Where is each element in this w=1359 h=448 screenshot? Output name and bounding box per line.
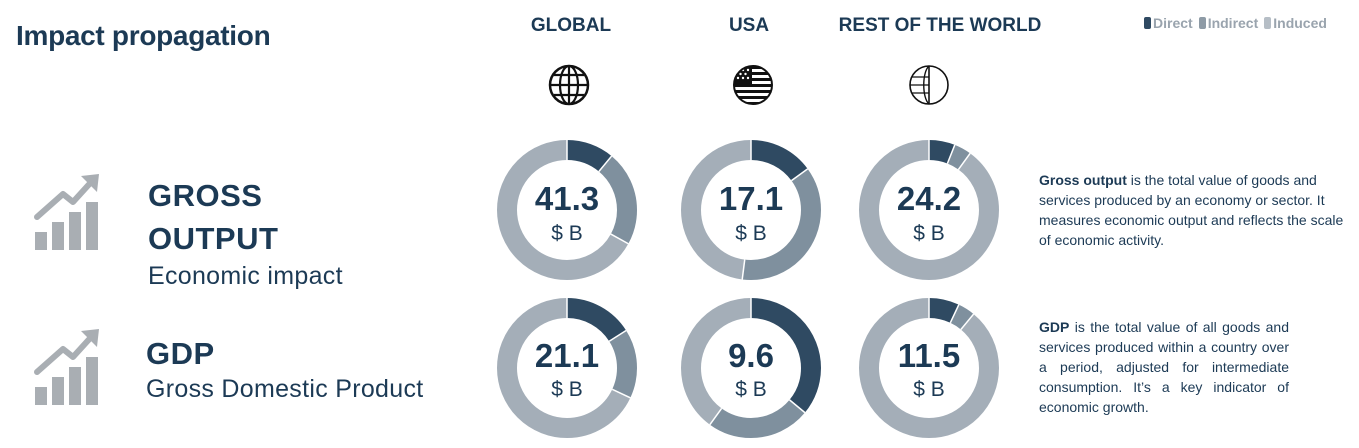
- donut-segment-indirect: [497, 298, 637, 438]
- donut-value-gdp-usa: 9.6: [728, 337, 774, 374]
- gross-output-description-term: Gross output: [1039, 172, 1127, 188]
- donut-separator: [789, 399, 806, 414]
- gross-output-subtitle: Economic impact: [148, 262, 343, 290]
- gdp-description: GDP is the total value of all goods and …: [1039, 317, 1289, 417]
- us-flag-icon: [733, 65, 773, 105]
- column-header-rest-of-world: REST OF THE WORLD: [838, 15, 1042, 36]
- donut-value-gdp-rest-of-world: 11.5: [897, 337, 961, 374]
- donut-value-gross-output-usa: 17.1: [718, 180, 784, 217]
- donut-unit-gross-output-rest-of-world: $ B: [913, 222, 945, 245]
- gross-output-title-line2: OUTPUT: [148, 221, 279, 256]
- donut-unit-gdp-global: $ B: [551, 378, 583, 401]
- donut-gdp-rest-of-world: [859, 298, 999, 438]
- donut-gdp-usa: [681, 298, 821, 438]
- gdp-description-text: is the total value of all goods and serv…: [1039, 319, 1289, 415]
- growth-chart-icon: [34, 329, 99, 405]
- donut-value-gdp-global: 21.1: [534, 337, 600, 374]
- world-half-icon: [909, 65, 949, 105]
- donut-value-gross-output-rest-of-world: 24.2: [896, 180, 962, 217]
- legend-item-direct: Direct: [1144, 15, 1193, 31]
- chart-legend: Direct Indirect Induced: [1144, 15, 1327, 31]
- gdp-subtitle: Gross Domestic Product: [146, 375, 424, 403]
- donut-gdp-global: [497, 298, 637, 438]
- donut-separator: [957, 152, 971, 170]
- donut-separator: [611, 388, 631, 399]
- legend-swatch-direct: [1144, 17, 1151, 29]
- legend-label-indirect: Indirect: [1207, 15, 1259, 31]
- gdp-description-term: GDP: [1039, 319, 1070, 335]
- legend-label-induced: Induced: [1273, 15, 1327, 31]
- donut-separator: [741, 259, 746, 280]
- column-header-usa: USA: [728, 15, 770, 36]
- legend-label-direct: Direct: [1153, 15, 1193, 31]
- donut-separator: [709, 408, 723, 426]
- growth-chart-icon: [34, 174, 99, 250]
- donut-gross-output-global: [497, 140, 637, 280]
- donut-gross-output-usa: [681, 140, 821, 280]
- donut-unit-gdp-rest-of-world: $ B: [913, 378, 945, 401]
- gdp-title: GDP: [146, 336, 215, 371]
- donut-unit-gross-output-usa: $ B: [735, 222, 767, 245]
- legend-item-indirect: Indirect: [1198, 15, 1259, 31]
- donut-separator: [960, 313, 975, 330]
- legend-swatch-indirect: [1198, 17, 1206, 29]
- donut-unit-gdp-usa: $ B: [735, 378, 767, 401]
- globe-icon: [548, 64, 590, 106]
- page-title: Impact propagation: [16, 20, 271, 51]
- legend-item-induced: Induced: [1264, 15, 1327, 31]
- donut-unit-gross-output-global: $ B: [551, 222, 583, 245]
- donut-separator: [610, 233, 629, 245]
- column-header-global: GLOBAL: [530, 15, 612, 36]
- donut-separator: [598, 155, 613, 172]
- donut-value-gross-output-global: 41.3: [534, 180, 600, 217]
- donut-separator: [791, 168, 809, 182]
- donut-segment-indirect: [497, 140, 637, 280]
- gross-output-description: Gross output is the total value of goods…: [1039, 170, 1354, 250]
- donut-segment-indirect: [681, 298, 821, 438]
- donut-separator: [949, 304, 960, 324]
- donut-separator: [608, 329, 627, 342]
- gross-output-title-line1: GROSS: [148, 178, 263, 213]
- donut-gross-output-rest-of-world: [859, 140, 999, 280]
- donut-separator: [946, 144, 956, 164]
- gross-output-description-text: is the total value of goods and services…: [1039, 172, 1344, 248]
- legend-swatch-induced: [1264, 17, 1272, 29]
- donut-segment-indirect: [681, 140, 821, 280]
